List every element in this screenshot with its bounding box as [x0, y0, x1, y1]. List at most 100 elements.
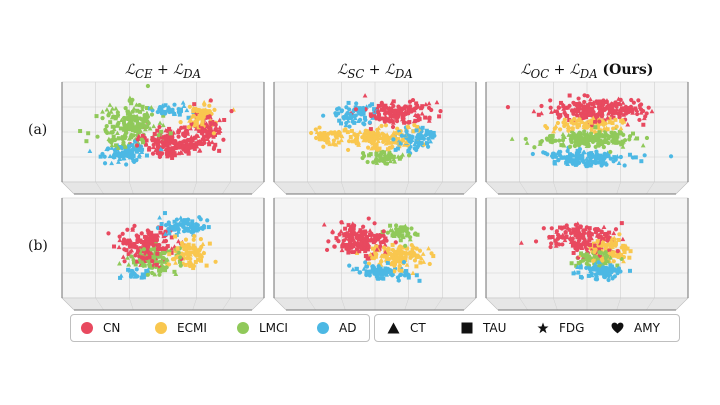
- data-point: [129, 272, 134, 277]
- data-point: [365, 247, 370, 252]
- data-point: [607, 119, 613, 125]
- data-point: [392, 110, 397, 115]
- data-point: [370, 246, 375, 251]
- data-point: [368, 152, 373, 157]
- data-point: [579, 245, 584, 250]
- data-point: [198, 258, 203, 263]
- data-point: [151, 247, 156, 252]
- data-point: [573, 162, 578, 167]
- data-point: [607, 248, 612, 253]
- data-point: [381, 245, 387, 250]
- data-point: [560, 242, 565, 247]
- data-point: [149, 230, 154, 235]
- data-point: [144, 138, 149, 143]
- data-point: [84, 139, 89, 144]
- data-point: [186, 242, 191, 247]
- data-point: [175, 246, 180, 251]
- data-point: [343, 226, 348, 231]
- data-point: [668, 154, 674, 159]
- data-point: [409, 226, 414, 231]
- data-point: [165, 154, 170, 159]
- data-point: [111, 134, 116, 139]
- data-point: [400, 137, 406, 143]
- data-point: [414, 101, 419, 106]
- data-point: [334, 113, 339, 118]
- data-point: [423, 115, 428, 120]
- data-point: [120, 231, 125, 236]
- data-point: [549, 226, 554, 231]
- data-point: [616, 266, 622, 271]
- data-point: [576, 141, 581, 146]
- data-point: [350, 232, 355, 237]
- data-point: [379, 123, 384, 129]
- data-point: [368, 113, 374, 119]
- data-point: [167, 126, 172, 131]
- data-point: [538, 140, 543, 145]
- data-point: [127, 244, 133, 249]
- data-point: [555, 120, 561, 126]
- data-point: [109, 142, 115, 148]
- data-point: [349, 128, 354, 133]
- data-point: [531, 108, 537, 114]
- data-point: [177, 259, 182, 264]
- data-point: [564, 113, 569, 118]
- scatter-points: [505, 93, 674, 169]
- data-point: [336, 129, 342, 135]
- data-point: [150, 151, 156, 156]
- data-point: [545, 137, 550, 142]
- data-point: [641, 122, 646, 127]
- grid-line: [616, 297, 621, 311]
- data-point: [191, 264, 197, 269]
- data-point: [532, 145, 537, 150]
- data-point: [565, 105, 570, 110]
- data-point: [383, 236, 388, 241]
- data-point: [411, 129, 416, 134]
- data-point: [581, 241, 586, 246]
- data-point: [382, 249, 388, 255]
- data-point: [400, 234, 406, 240]
- column-title: ℒOC + ℒDA (Ours): [520, 62, 654, 81]
- scatter-points: [321, 216, 436, 283]
- data-point: [394, 226, 399, 232]
- data-point: [600, 258, 605, 263]
- data-point: [163, 231, 168, 236]
- data-point: [126, 144, 131, 149]
- data-point: [364, 234, 369, 239]
- data-point: [404, 129, 409, 134]
- grid-line: [646, 181, 655, 195]
- data-point: [187, 261, 192, 266]
- data-point: [191, 120, 196, 125]
- data-point: [112, 244, 117, 249]
- data-point: [181, 144, 186, 149]
- data-point: [545, 152, 550, 157]
- data-point: [135, 108, 140, 113]
- data-point: [622, 107, 627, 113]
- data-point: [374, 152, 379, 157]
- data-point: [639, 159, 644, 164]
- data-point: [109, 138, 114, 143]
- data-point: [367, 120, 372, 125]
- data-point: [347, 124, 352, 129]
- data-point: [364, 264, 370, 269]
- data-point: [561, 235, 566, 240]
- data-point: [162, 211, 167, 216]
- data-point: [618, 252, 623, 257]
- data-point: [390, 233, 395, 238]
- grid-line: [646, 297, 655, 311]
- data-point: [417, 278, 422, 283]
- data-point: [530, 151, 535, 157]
- data-point: [142, 126, 148, 132]
- data-point: [169, 235, 174, 240]
- data-point: [593, 125, 598, 130]
- data-point: [154, 262, 159, 267]
- data-point: [324, 247, 330, 253]
- data-point: [176, 150, 182, 156]
- data-point: [211, 146, 216, 152]
- data-point: [138, 148, 143, 153]
- data-point: [106, 113, 111, 118]
- data-point: [574, 241, 580, 246]
- data-point: [559, 155, 564, 160]
- data-point: [617, 101, 623, 107]
- data-point: [150, 136, 155, 141]
- data-point: [585, 135, 590, 140]
